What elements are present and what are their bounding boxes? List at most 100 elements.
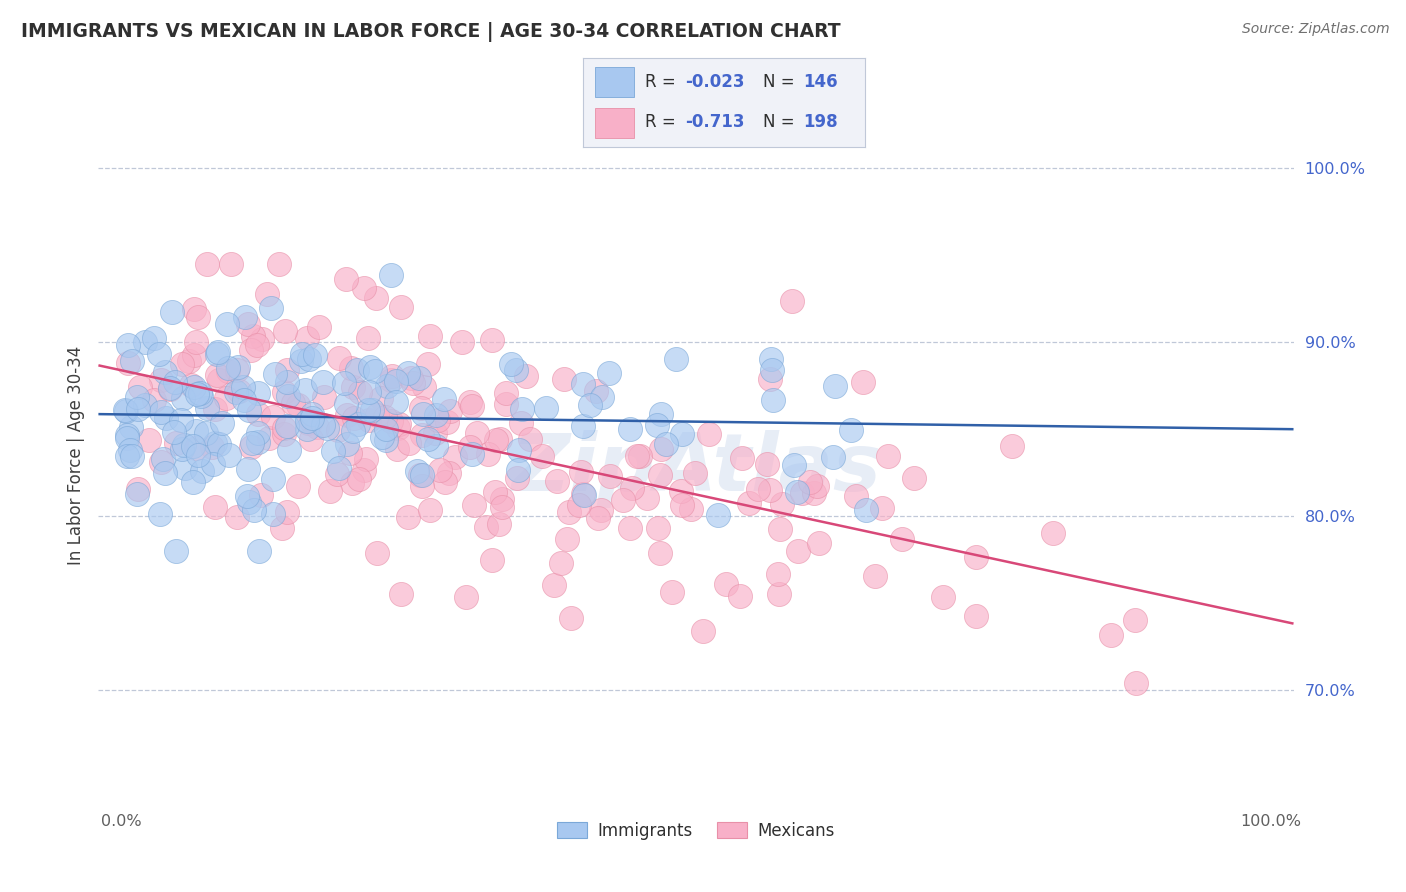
Point bbox=[762, 392, 785, 407]
Point bbox=[172, 442, 194, 456]
Point bbox=[342, 380, 364, 394]
Point bbox=[645, 418, 668, 433]
Text: -0.023: -0.023 bbox=[685, 73, 744, 91]
Point bbox=[411, 401, 433, 415]
Point bbox=[336, 437, 359, 451]
Point bbox=[219, 257, 242, 271]
Point bbox=[510, 401, 533, 416]
Point bbox=[439, 403, 461, 417]
Point bbox=[204, 500, 226, 514]
Point bbox=[437, 467, 460, 481]
Point bbox=[636, 491, 658, 506]
Point bbox=[380, 373, 402, 387]
Point bbox=[433, 392, 456, 407]
Point bbox=[246, 425, 269, 440]
Point bbox=[371, 430, 394, 444]
Point bbox=[295, 414, 318, 428]
Point bbox=[163, 375, 186, 389]
Point bbox=[273, 427, 295, 442]
Point bbox=[731, 451, 754, 466]
Point bbox=[205, 347, 228, 361]
Point bbox=[845, 489, 868, 503]
Point bbox=[506, 471, 529, 485]
Point bbox=[756, 457, 779, 471]
Point bbox=[903, 471, 925, 485]
Point bbox=[260, 301, 283, 315]
Point bbox=[305, 420, 328, 434]
Text: -0.713: -0.713 bbox=[685, 113, 744, 131]
Point bbox=[183, 302, 205, 317]
Point bbox=[276, 505, 298, 519]
Point bbox=[228, 384, 250, 398]
Point bbox=[208, 437, 231, 451]
Point bbox=[304, 348, 326, 362]
Point bbox=[343, 411, 366, 425]
Point bbox=[194, 425, 217, 440]
Point bbox=[129, 380, 152, 394]
Point bbox=[419, 328, 441, 343]
Point bbox=[591, 390, 613, 404]
Point bbox=[425, 409, 447, 423]
Point bbox=[359, 359, 381, 374]
Point bbox=[572, 486, 595, 500]
FancyBboxPatch shape bbox=[595, 67, 634, 97]
Point bbox=[312, 418, 335, 433]
Point bbox=[191, 464, 214, 478]
Point bbox=[515, 369, 537, 384]
Point bbox=[429, 463, 451, 477]
Point bbox=[183, 475, 205, 490]
Point bbox=[301, 407, 323, 421]
Point bbox=[143, 331, 166, 345]
Point bbox=[550, 556, 572, 570]
Point bbox=[380, 414, 402, 428]
Point bbox=[322, 443, 344, 458]
Point bbox=[619, 521, 641, 535]
Point bbox=[671, 484, 693, 499]
Point bbox=[965, 549, 987, 564]
Point bbox=[485, 434, 508, 448]
Point bbox=[481, 333, 503, 347]
Point bbox=[186, 334, 208, 349]
Point bbox=[120, 442, 142, 457]
Point bbox=[359, 413, 381, 427]
Point bbox=[277, 442, 299, 457]
Point bbox=[195, 257, 218, 271]
Point bbox=[172, 391, 194, 405]
Point bbox=[841, 423, 863, 437]
Point bbox=[276, 375, 298, 389]
Legend: Immigrants, Mexicans: Immigrants, Mexicans bbox=[551, 815, 841, 847]
Point bbox=[806, 479, 828, 493]
Point bbox=[238, 403, 260, 417]
Point bbox=[361, 402, 384, 417]
Point bbox=[366, 545, 388, 559]
Point bbox=[250, 332, 273, 346]
Point bbox=[335, 397, 357, 411]
Point bbox=[451, 334, 474, 349]
Point bbox=[509, 417, 531, 431]
Point bbox=[558, 505, 581, 519]
Point bbox=[299, 414, 322, 428]
Point bbox=[134, 399, 156, 413]
Point bbox=[138, 433, 160, 447]
Point bbox=[387, 442, 409, 456]
Point bbox=[160, 305, 183, 319]
Point bbox=[115, 403, 138, 417]
Point bbox=[114, 402, 136, 417]
Point bbox=[665, 352, 688, 367]
Text: N =: N = bbox=[763, 73, 800, 91]
Point bbox=[586, 510, 609, 524]
Point bbox=[568, 498, 591, 512]
Point bbox=[295, 331, 318, 345]
Text: Source: ZipAtlas.com: Source: ZipAtlas.com bbox=[1241, 22, 1389, 37]
Point bbox=[1042, 525, 1064, 540]
Point bbox=[295, 422, 318, 436]
Point bbox=[246, 407, 269, 421]
Point bbox=[298, 352, 321, 367]
Text: 198: 198 bbox=[803, 113, 838, 131]
Point bbox=[262, 409, 284, 424]
Point bbox=[572, 488, 595, 502]
Point bbox=[679, 501, 702, 516]
Point bbox=[425, 439, 447, 453]
Point bbox=[240, 435, 263, 450]
Point bbox=[491, 492, 513, 507]
